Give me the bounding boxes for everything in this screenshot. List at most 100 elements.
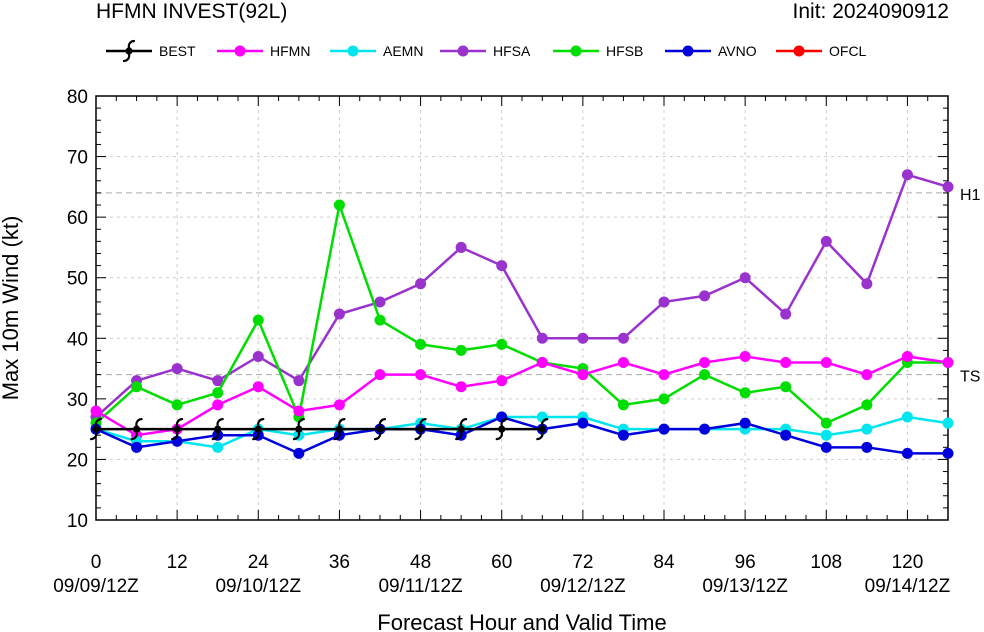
data-point — [699, 423, 711, 435]
data-point — [699, 357, 711, 369]
hurricane-icon — [130, 418, 143, 441]
data-point — [617, 429, 629, 441]
data-point — [820, 429, 832, 441]
data-point — [536, 332, 548, 344]
hurricane-icon — [414, 418, 427, 441]
legend-item-hfsb: HFSB — [553, 43, 643, 59]
data-point — [901, 447, 913, 459]
legend-label: AEMN — [383, 43, 423, 59]
data-point — [780, 429, 792, 441]
x-tick-label: 12 — [167, 552, 188, 573]
threshold-label: H1 — [960, 187, 981, 204]
axes: 10 20 30 40 50 60 70 80 0 12 24 36 48 60 72 84 96 108 120 0… — [53, 87, 950, 597]
hurricane-icon — [211, 418, 224, 441]
data-point — [617, 332, 629, 344]
series-hfsa — [90, 169, 954, 423]
data-point — [333, 199, 345, 211]
legend-marker — [457, 45, 469, 57]
data-point — [455, 344, 467, 356]
x-tick-label: 72 — [572, 552, 593, 573]
x-tick-label: 120 — [892, 552, 924, 573]
data-point — [131, 381, 143, 393]
y-tick-label: 70 — [67, 148, 88, 169]
legend-label: HFMN — [270, 43, 310, 59]
plot-frame — [95, 95, 949, 521]
data-point — [942, 417, 954, 429]
data-point — [942, 181, 954, 193]
legend-marker — [682, 45, 694, 57]
data-point — [131, 441, 143, 453]
data-point — [90, 405, 102, 417]
hurricane-icon — [455, 418, 468, 441]
x-tick-label: 84 — [653, 552, 675, 573]
series-line — [95, 173, 949, 418]
data-point — [820, 417, 832, 429]
data-point — [942, 447, 954, 459]
legend-marker — [570, 45, 582, 57]
data-point — [496, 338, 508, 350]
data-point — [901, 411, 913, 423]
data-point — [415, 369, 427, 381]
data-point — [861, 369, 873, 381]
data-point — [171, 399, 183, 411]
x-date-label: 09/09/12Z — [53, 576, 139, 597]
threshold-label: TS — [960, 369, 980, 386]
y-axis-label: Max 10m Wind (kt) — [0, 216, 23, 401]
legend-marker — [347, 45, 359, 57]
data-point — [780, 357, 792, 369]
y-tick-label: 80 — [67, 87, 88, 108]
y-tick-label: 20 — [67, 450, 88, 471]
series-line — [95, 415, 948, 455]
data-point — [374, 369, 386, 381]
data-point — [212, 399, 224, 411]
data-point — [171, 363, 183, 375]
data-point — [374, 314, 386, 326]
x-tick-label: 60 — [491, 552, 512, 573]
data-point — [780, 308, 792, 320]
legend-label: HFSB — [606, 43, 643, 59]
data-point — [536, 357, 548, 369]
data-point — [617, 357, 629, 369]
legend-label: HFSA — [493, 43, 531, 59]
series-hfsb — [90, 199, 954, 429]
data-point — [820, 357, 832, 369]
data-point — [496, 375, 508, 387]
data-point — [496, 260, 508, 272]
x-date-label: 09/12/12Z — [540, 576, 626, 597]
data-point — [333, 308, 345, 320]
series-line — [95, 415, 949, 449]
series-layer — [89, 169, 954, 459]
series-hfmn — [90, 350, 954, 441]
data-point — [415, 278, 427, 290]
data-point — [820, 235, 832, 247]
x-tick-label: 36 — [329, 552, 350, 573]
data-point — [374, 296, 386, 308]
data-point — [658, 296, 670, 308]
data-point — [455, 241, 467, 253]
hurricane-icon — [495, 418, 508, 441]
data-point — [901, 350, 913, 362]
hurricane-icon — [373, 418, 387, 441]
data-point — [739, 272, 751, 284]
legend-marker — [793, 45, 805, 57]
x-date-label: 09/14/12Z — [865, 576, 951, 597]
data-point — [293, 375, 305, 387]
x-tick-label: 24 — [248, 552, 270, 573]
y-tick-label: 40 — [67, 329, 88, 350]
y-tick-label: 50 — [67, 269, 88, 290]
legend-item-hfmn: HFMN — [217, 43, 310, 59]
data-point — [699, 369, 711, 381]
data-point — [252, 314, 264, 326]
data-point — [333, 399, 345, 411]
hurricane-icon — [252, 418, 265, 441]
data-point — [861, 399, 873, 411]
data-point — [820, 441, 832, 453]
init-time-label: Init: 2024090912 — [792, 0, 949, 23]
series-best — [89, 418, 549, 441]
data-point — [577, 369, 589, 381]
data-point — [293, 447, 305, 459]
legend-label: AVNO — [718, 43, 757, 59]
data-point — [617, 399, 629, 411]
series-line — [95, 355, 949, 437]
legend-marker — [234, 45, 246, 57]
